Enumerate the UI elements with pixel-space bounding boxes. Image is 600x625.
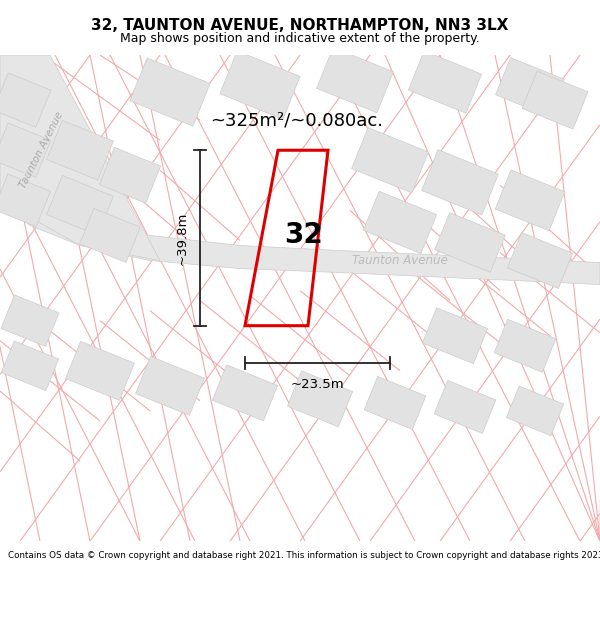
Polygon shape: [494, 319, 556, 372]
Polygon shape: [409, 51, 482, 113]
Polygon shape: [496, 58, 565, 117]
Text: Contains OS data © Crown copyright and database right 2021. This information is : Contains OS data © Crown copyright and d…: [8, 551, 600, 560]
Polygon shape: [422, 149, 499, 215]
Polygon shape: [1, 341, 59, 391]
Polygon shape: [0, 123, 51, 177]
Polygon shape: [65, 341, 134, 400]
Polygon shape: [0, 73, 51, 127]
Polygon shape: [136, 356, 205, 416]
Polygon shape: [47, 121, 113, 180]
Polygon shape: [364, 376, 426, 429]
Polygon shape: [422, 308, 488, 364]
Text: ~39.8m: ~39.8m: [176, 211, 188, 264]
Polygon shape: [434, 381, 496, 433]
Polygon shape: [364, 191, 437, 254]
Polygon shape: [287, 371, 353, 427]
Polygon shape: [317, 48, 394, 112]
Polygon shape: [352, 127, 428, 193]
Polygon shape: [0, 55, 160, 261]
Polygon shape: [1, 295, 59, 346]
Polygon shape: [508, 232, 572, 289]
Text: 32: 32: [284, 221, 323, 249]
Text: ~23.5m: ~23.5m: [290, 378, 344, 391]
Text: ~325m²/~0.080ac.: ~325m²/~0.080ac.: [210, 111, 383, 129]
Polygon shape: [506, 386, 563, 436]
Polygon shape: [220, 51, 300, 119]
Text: 32, TAUNTON AVENUE, NORTHAMPTON, NN3 3LX: 32, TAUNTON AVENUE, NORTHAMPTON, NN3 3LX: [91, 18, 509, 32]
Polygon shape: [130, 58, 210, 126]
Polygon shape: [522, 71, 588, 129]
Polygon shape: [495, 170, 565, 231]
Text: Taunton Avenue: Taunton Avenue: [19, 111, 65, 190]
Polygon shape: [0, 170, 600, 284]
Polygon shape: [212, 365, 278, 421]
Polygon shape: [434, 213, 505, 272]
Polygon shape: [80, 208, 140, 262]
Text: Taunton Avenue: Taunton Avenue: [352, 254, 448, 267]
Text: Map shows position and indicative extent of the property.: Map shows position and indicative extent…: [120, 32, 480, 45]
Polygon shape: [100, 148, 161, 203]
Polygon shape: [0, 174, 50, 227]
Polygon shape: [47, 176, 113, 235]
